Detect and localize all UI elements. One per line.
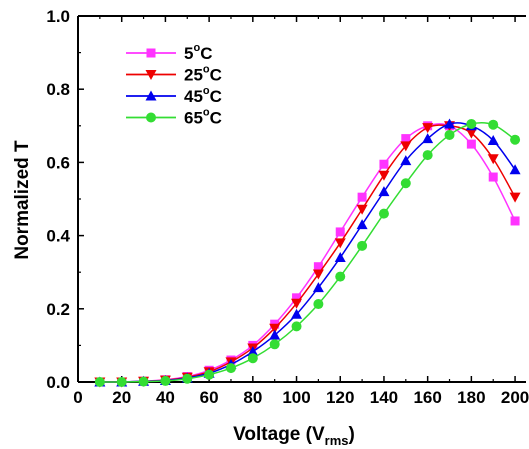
data-point <box>510 216 520 226</box>
data-point <box>510 134 521 145</box>
x-tick-label: 20 <box>112 388 131 407</box>
series-0 <box>95 121 520 387</box>
data-point <box>313 299 324 310</box>
data-point <box>401 134 411 144</box>
data-point <box>488 119 499 130</box>
x-tick-label: 180 <box>457 388 485 407</box>
data-point <box>509 164 521 175</box>
legend-marker <box>146 112 156 123</box>
data-point <box>335 227 345 237</box>
y-tick-label: 0.0 <box>46 373 70 392</box>
data-point <box>357 192 367 202</box>
data-point <box>334 252 346 263</box>
data-point <box>94 377 105 387</box>
data-point <box>247 346 259 357</box>
legend-item-3: 65oC <box>126 107 222 128</box>
legend-label: 5oC <box>184 42 212 63</box>
data-point <box>334 238 346 249</box>
legend-label: 25oC <box>184 64 222 85</box>
x-axis: 0 20 40 60 80 100 120 140 160 180 200 <box>73 16 529 407</box>
data-point <box>138 376 149 387</box>
data-point <box>247 353 258 364</box>
series-line <box>99 123 516 383</box>
x-tick-label: 100 <box>282 388 310 407</box>
series-1 <box>94 121 521 388</box>
data-point <box>312 269 324 280</box>
data-point <box>160 375 171 386</box>
y-tick-label: 0.4 <box>46 227 70 246</box>
y-axis-title: Normalized T <box>12 140 33 260</box>
data-point <box>312 282 324 293</box>
data-point <box>378 186 390 197</box>
data-point <box>422 150 433 161</box>
y-tick-label: 1.0 <box>46 7 70 26</box>
x-tick-label: 40 <box>156 388 175 407</box>
data-point <box>356 204 368 215</box>
y-tick-label: 0.6 <box>46 153 70 172</box>
x-tick-label: 0 <box>73 388 82 407</box>
data-point <box>204 369 215 380</box>
data-point <box>488 172 498 182</box>
data-point <box>400 178 411 189</box>
data-point <box>422 133 434 144</box>
x-tick-label: 160 <box>413 388 441 407</box>
legend-item-0: 5oC <box>126 42 212 63</box>
data-point <box>400 141 412 152</box>
y-axis: 0.0 0.2 0.4 0.6 0.8 1.0 <box>46 7 84 392</box>
data-point <box>466 118 477 129</box>
data-point <box>269 329 281 340</box>
x-tick-label: 60 <box>200 388 219 407</box>
data-point <box>444 129 455 140</box>
data-point <box>335 271 346 282</box>
data-point <box>466 139 476 149</box>
data-point <box>465 128 477 139</box>
data-point <box>291 321 302 332</box>
data-point <box>378 208 389 219</box>
data-point <box>379 159 389 169</box>
data-point <box>487 154 499 165</box>
data-point <box>291 308 303 319</box>
series-3 <box>94 118 521 387</box>
data-point <box>356 219 368 230</box>
x-tick-label: 200 <box>501 388 529 407</box>
x-axis-title: Voltage (Vrms) <box>233 424 355 448</box>
legend-item-1: 25oC <box>126 64 222 85</box>
x-tick-label: 120 <box>326 388 354 407</box>
legend-label: 45oC <box>184 85 222 106</box>
data-point <box>269 339 280 350</box>
y-tick-label: 0.8 <box>46 80 70 99</box>
series-line <box>99 124 516 383</box>
legend-marker <box>145 90 157 101</box>
x-tick-label: 80 <box>243 388 262 407</box>
series-layer <box>94 118 521 388</box>
data-point <box>378 170 390 181</box>
plot-frame-layer <box>77 15 526 383</box>
data-point <box>182 373 193 384</box>
data-point <box>292 293 302 303</box>
legend-item-2: 45oC <box>126 85 222 106</box>
legend-label: 65oC <box>184 107 222 128</box>
data-point <box>269 323 281 334</box>
x-tick-label: 140 <box>370 388 398 407</box>
data-point <box>225 363 236 374</box>
series-line <box>99 122 516 383</box>
data-point <box>422 123 434 134</box>
data-point <box>313 262 323 272</box>
series-line <box>99 121 516 383</box>
series-2 <box>94 118 521 387</box>
data-point <box>444 118 456 129</box>
data-point <box>400 155 412 166</box>
data-point <box>509 192 521 203</box>
data-point <box>357 240 368 251</box>
data-point <box>116 377 127 387</box>
data-point <box>487 134 499 145</box>
y-tick-label: 0.2 <box>46 300 70 319</box>
legend-marker <box>145 70 157 80</box>
data-point <box>291 298 303 309</box>
legend-marker <box>146 48 156 58</box>
